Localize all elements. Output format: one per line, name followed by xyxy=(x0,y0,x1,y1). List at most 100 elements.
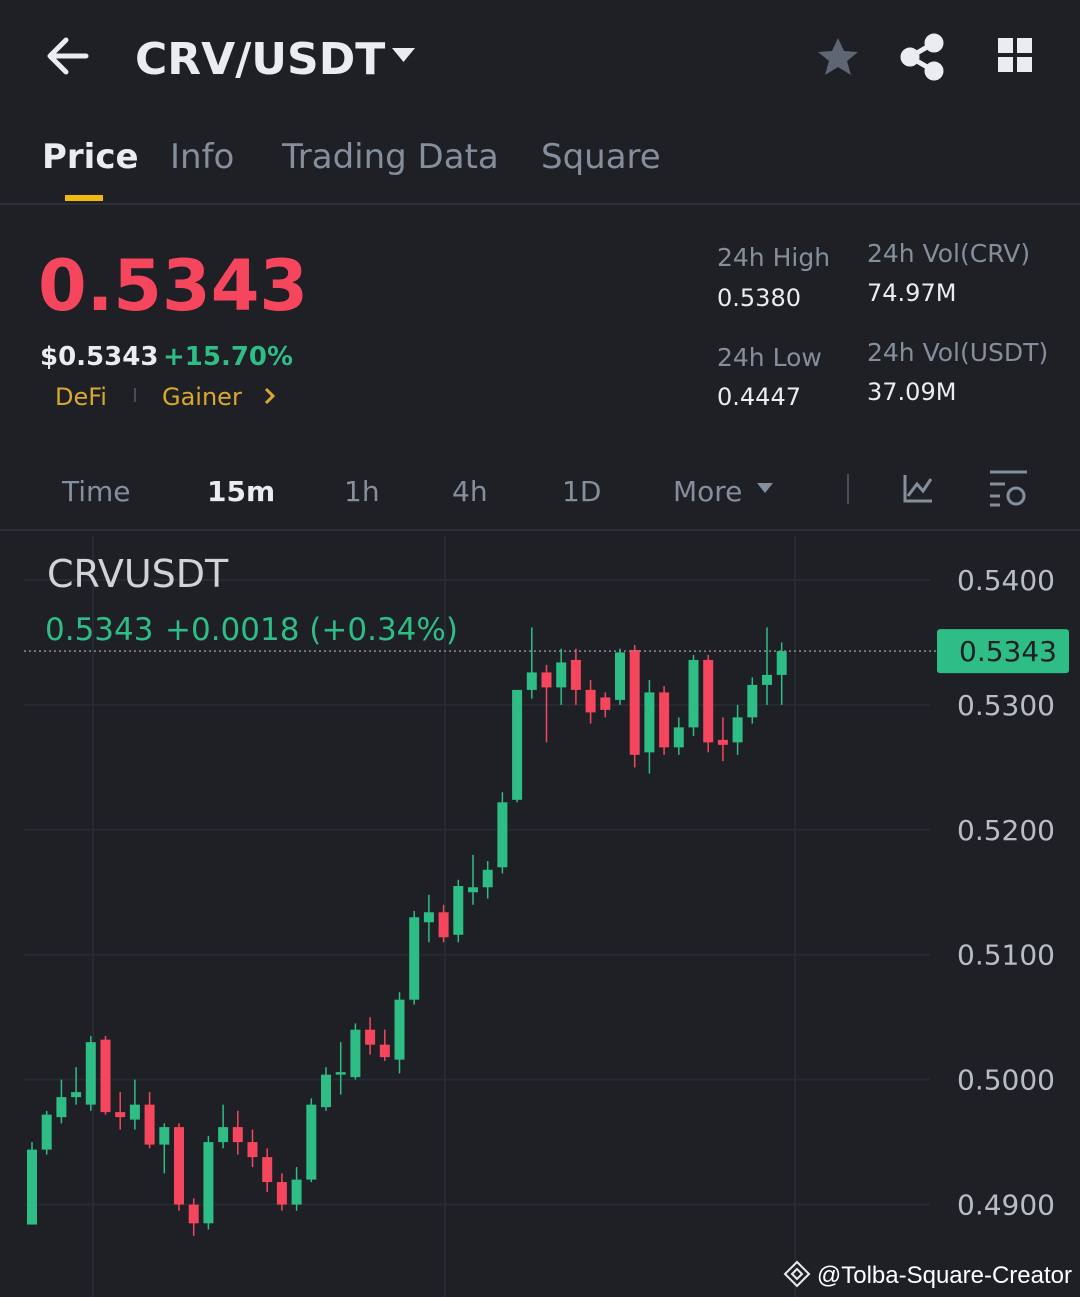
interval[interactable]: 4h xyxy=(452,475,488,508)
candle-body xyxy=(556,662,567,688)
usd-price: $0.5343 xyxy=(40,342,158,372)
stat-value: 74.97M xyxy=(867,279,956,307)
candle-body xyxy=(188,1204,199,1224)
stat-label: 24h Vol(USDT) xyxy=(867,338,1048,367)
candle-body xyxy=(629,649,640,755)
y-tick-label: 0.5100 xyxy=(957,939,1055,972)
stat-value: 0.5380 xyxy=(717,284,801,312)
candle-body xyxy=(394,999,405,1060)
candle-body xyxy=(41,1114,52,1150)
candle-body xyxy=(203,1142,214,1224)
candle-body xyxy=(438,912,449,938)
chart-last-price: 0.5343 xyxy=(45,612,153,648)
interval[interactable]: 1h xyxy=(344,475,380,508)
menu-icon[interactable] xyxy=(998,38,1032,72)
candle-body xyxy=(276,1182,287,1205)
candle-body xyxy=(232,1127,243,1143)
candle-body xyxy=(644,692,655,753)
tab[interactable]: Trading Data xyxy=(281,137,499,177)
favorite-icon[interactable] xyxy=(818,38,858,75)
candle-body xyxy=(468,887,478,893)
interval[interactable]: 1D xyxy=(562,475,601,508)
candle-body xyxy=(482,869,493,888)
candle-body xyxy=(688,659,699,728)
y-tick-label: 0.4900 xyxy=(957,1189,1055,1222)
candle-body xyxy=(27,1149,37,1225)
share-icon[interactable] xyxy=(900,33,944,81)
candle-body xyxy=(497,802,508,868)
y-tick-label: 0.5300 xyxy=(957,689,1055,722)
candle-body xyxy=(600,697,611,710)
pair-dropdown[interactable] xyxy=(392,48,415,62)
candle-body xyxy=(541,672,552,688)
stat-label: 24h Low xyxy=(717,343,822,372)
y-tick-label: 0.5000 xyxy=(957,1064,1055,1097)
stat-label: 24h High xyxy=(717,243,830,272)
interval[interactable]: 15m xyxy=(207,475,275,508)
candle-body xyxy=(570,659,581,690)
candle-body xyxy=(717,739,728,745)
candle-body xyxy=(218,1127,229,1143)
candle-body xyxy=(512,689,523,800)
candle-body xyxy=(321,1074,331,1108)
tab[interactable]: Info xyxy=(170,137,234,177)
current-price-box xyxy=(937,629,1069,674)
tab-indicator xyxy=(65,195,103,201)
indicator-icon[interactable] xyxy=(903,475,933,503)
tab[interactable]: Square xyxy=(541,137,661,177)
candle-body xyxy=(379,1044,390,1058)
tag[interactable]: Gainer xyxy=(162,383,242,411)
tab[interactable]: Price xyxy=(42,137,139,177)
candle-body xyxy=(703,659,714,743)
candle-body xyxy=(659,692,670,748)
candle-body xyxy=(762,674,772,685)
candle-body xyxy=(85,1042,96,1105)
watermark-logo xyxy=(783,1260,811,1288)
candle-body xyxy=(732,717,743,743)
candle-body xyxy=(56,1097,67,1118)
candle-body xyxy=(262,1157,273,1183)
watermark: @Tolba-Square-Creator xyxy=(817,1262,1072,1289)
candle-body xyxy=(247,1142,258,1158)
interval[interactable]: More xyxy=(673,475,742,508)
candle-body xyxy=(585,689,596,713)
candle-body xyxy=(453,886,464,935)
candle-body xyxy=(350,1029,361,1078)
candle-body xyxy=(100,1039,111,1113)
candle-body xyxy=(115,1112,126,1118)
candle-body xyxy=(365,1029,376,1045)
candle-body xyxy=(615,652,625,700)
stat-value: 37.09M xyxy=(867,378,956,406)
stat-label: 24h Vol(CRV) xyxy=(867,239,1030,268)
more-dropdown[interactable] xyxy=(757,483,773,493)
candle-body xyxy=(776,651,787,675)
candle-body xyxy=(159,1127,170,1145)
chart-title: CRVUSDT xyxy=(47,552,229,596)
y-tick-label: 0.5400 xyxy=(957,564,1055,597)
chart: 0.4900 0.5000 0.5100 0.5200 0.5300 0.5400 0.53… xyxy=(24,535,1069,1297)
candle-body xyxy=(71,1092,82,1098)
candle-body xyxy=(174,1127,184,1205)
price-change: +15.70% xyxy=(163,342,293,372)
candle-body xyxy=(409,917,420,1000)
candle-body xyxy=(144,1104,155,1145)
tag-arrow[interactable] xyxy=(264,387,276,405)
y-tick-label: 0.5200 xyxy=(957,814,1055,847)
current-price-label: 0.5343 xyxy=(959,635,1057,668)
chart-change: +0.0018 (+0.34%) xyxy=(165,612,458,648)
candle-body xyxy=(526,672,537,690)
candle-body xyxy=(423,912,434,923)
candle-body xyxy=(335,1072,346,1075)
candle-body xyxy=(306,1104,317,1180)
candle-body xyxy=(291,1179,302,1205)
candle-body xyxy=(673,727,684,748)
back-button[interactable] xyxy=(47,37,89,75)
tag[interactable]: DeFi xyxy=(55,383,107,411)
pair-title[interactable]: CRV/USDT xyxy=(135,34,385,85)
settings-icon[interactable] xyxy=(990,470,1027,507)
interval[interactable]: Time xyxy=(61,475,131,508)
candle-body xyxy=(747,684,758,718)
stat-value: 0.4447 xyxy=(717,383,801,411)
